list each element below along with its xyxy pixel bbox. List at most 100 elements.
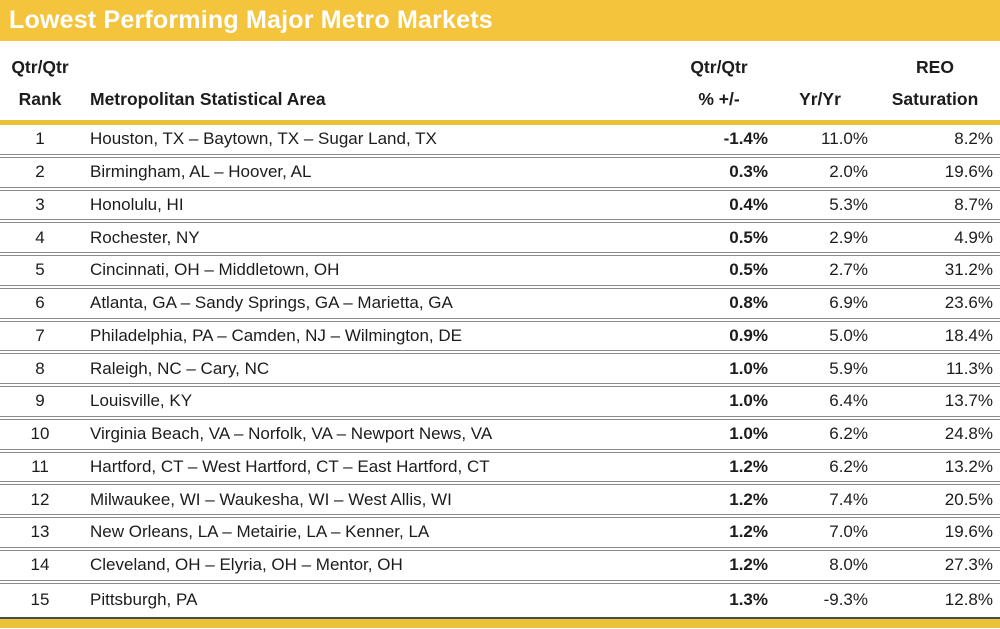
yoy-change-cell: 2.0% — [829, 162, 868, 182]
reo-saturation-cell: 27.3% — [944, 555, 993, 575]
metro-area-cell: Honolulu, HI — [90, 194, 184, 214]
table-row: 14 Cleveland, OH – Elyria, OH – Mentor, O… — [0, 551, 1000, 584]
column-header-reo-line2: Saturation — [891, 89, 979, 109]
reo-saturation-cell: 31.2% — [944, 260, 993, 280]
yoy-change-cell: 2.9% — [829, 227, 868, 247]
yoy-change-cell: -9.3% — [823, 589, 868, 609]
table-row: 5 Cincinnati, OH – Middletown, OH 0.5% 2.7%… — [0, 256, 1000, 289]
table-title: Lowest Performing Major Metro Markets — [9, 6, 493, 34]
reo-saturation-cell: 20.5% — [944, 489, 993, 509]
qtr-change-cell: 0.3% — [729, 162, 768, 182]
yoy-change-cell: 2.7% — [829, 260, 868, 280]
table-row: 12 Milwaukee, WI – Waukesha, WI – West Al… — [0, 485, 1000, 518]
qtr-change-cell: 1.2% — [729, 555, 768, 575]
reo-saturation-cell: 12.8% — [944, 589, 993, 609]
rank-cell: 12 — [30, 489, 50, 509]
qtr-change-cell: 1.2% — [729, 522, 768, 542]
rank-cell: 3 — [35, 194, 45, 214]
table-row: 8 Raleigh, NC – Cary, NC 1.0% 5.9% 11.3% — [0, 354, 1000, 387]
metro-area-cell: Raleigh, NC – Cary, NC — [90, 358, 270, 378]
column-header-yoy-label: Yr/Yr — [799, 89, 841, 109]
qtr-change-cell: 1.0% — [729, 358, 768, 378]
table-row: 13 New Orleans, LA – Metairie, LA – Kenne… — [0, 518, 1000, 551]
metro-area-cell: Cleveland, OH – Elyria, OH – Mentor, OH — [90, 555, 403, 575]
column-header-rank-line2: Rank — [18, 89, 62, 109]
reo-saturation-cell: 23.6% — [944, 293, 993, 313]
metro-area-cell: Atlanta, GA – Sandy Springs, GA – Mariet… — [90, 293, 453, 313]
rank-cell: 8 — [35, 358, 45, 378]
column-header-rank: Qtr/Qtr Rank — [0, 51, 80, 115]
reo-saturation-cell: 4.9% — [954, 227, 993, 247]
table-body: 1 Houston, TX – Baytown, TX – Sugar Land,… — [0, 125, 1000, 616]
column-header-yoy: Yr/Yr — [770, 83, 870, 115]
qtr-change-cell: 0.8% — [729, 293, 768, 313]
metro-area-cell: Pittsburgh, PA — [90, 589, 198, 609]
table-row: 4 Rochester, NY 0.5% 2.9% 4.9% — [0, 223, 1000, 256]
qtr-change-cell: 0.5% — [729, 260, 768, 280]
reo-saturation-cell: 19.6% — [944, 162, 993, 182]
metro-area-cell: Hartford, CT – West Hartford, CT – East … — [90, 456, 490, 476]
qtr-change-cell: 0.9% — [729, 325, 768, 345]
yoy-change-cell: 5.3% — [829, 194, 868, 214]
qtr-change-cell: 1.0% — [729, 424, 768, 444]
qtr-change-cell: 1.3% — [729, 589, 768, 609]
qtr-change-cell: 1.2% — [729, 489, 768, 509]
reo-saturation-cell: 8.7% — [954, 194, 993, 214]
rank-cell: 9 — [35, 391, 45, 411]
yoy-change-cell: 8.0% — [829, 555, 868, 575]
reo-saturation-cell: 13.2% — [944, 456, 993, 476]
metro-area-cell: New Orleans, LA – Metairie, LA – Kenner,… — [90, 522, 430, 542]
metro-area-cell: Birmingham, AL – Hoover, AL — [90, 162, 312, 182]
yoy-change-cell: 5.9% — [829, 358, 868, 378]
rank-cell: 15 — [30, 589, 50, 609]
table-header-row: Qtr/Qtr Rank Metropolitan Statistical Ar… — [0, 41, 1000, 125]
rank-cell: 7 — [35, 325, 45, 345]
qtr-change-cell: 1.2% — [729, 456, 768, 476]
qtr-change-cell: 0.5% — [729, 227, 768, 247]
reo-saturation-cell: 11.3% — [946, 358, 993, 378]
qtr-change-cell: 1.0% — [729, 391, 768, 411]
rank-cell: 4 — [35, 227, 45, 247]
yoy-change-cell: 6.2% — [829, 424, 868, 444]
reo-saturation-cell: 18.4% — [944, 325, 993, 345]
rank-cell: 5 — [35, 260, 45, 280]
table-row: 15 Pittsburgh, PA 1.3% -9.3% 12.8% — [0, 584, 1000, 617]
rank-cell: 6 — [35, 293, 45, 313]
yoy-change-cell: 6.2% — [829, 456, 868, 476]
qtr-change-cell: -1.4% — [723, 129, 768, 149]
column-header-metro-label: Metropolitan Statistical Area — [90, 89, 326, 109]
table-row: 2 Birmingham, AL – Hoover, AL 0.3% 2.0% 19.6… — [0, 158, 1000, 191]
rank-cell: 10 — [30, 424, 50, 444]
table-row: 6 Atlanta, GA – Sandy Springs, GA – Marie… — [0, 289, 1000, 322]
metro-area-cell: Louisville, KY — [90, 391, 193, 411]
rank-cell: 13 — [30, 522, 50, 542]
rank-cell: 1 — [35, 129, 45, 149]
table-row: 11 Hartford, CT – West Hartford, CT – Eas… — [0, 453, 1000, 486]
rank-cell: 14 — [30, 555, 50, 575]
table-row: 3 Honolulu, HI 0.4% 5.3% 8.7% — [0, 191, 1000, 224]
column-header-reo-line1: REO — [916, 57, 954, 77]
reo-saturation-cell: 8.2% — [954, 129, 993, 149]
yoy-change-cell: 7.4% — [829, 489, 868, 509]
metro-area-cell: Rochester, NY — [90, 227, 200, 247]
metro-area-cell: Milwaukee, WI – Waukesha, WI – West Alli… — [90, 489, 452, 509]
table-bottom-rule — [0, 617, 1000, 628]
table-row: 9 Louisville, KY 1.0% 6.4% 13.7% — [0, 387, 1000, 420]
yoy-change-cell: 6.9% — [829, 293, 868, 313]
reo-saturation-cell: 24.8% — [944, 424, 993, 444]
yoy-change-cell: 7.0% — [829, 522, 868, 542]
column-header-qtr-line1: Qtr/Qtr — [690, 57, 748, 77]
yoy-change-cell: 5.0% — [829, 325, 868, 345]
metro-area-cell: Houston, TX – Baytown, TX – Sugar Land, … — [90, 129, 437, 149]
table-row: 7 Philadelphia, PA – Camden, NJ – Wilming… — [0, 322, 1000, 355]
yoy-change-cell: 11.0% — [821, 129, 868, 149]
rank-cell: 2 — [35, 162, 45, 182]
metro-area-cell: Cincinnati, OH – Middletown, OH — [90, 260, 340, 280]
reo-saturation-cell: 19.6% — [944, 522, 993, 542]
reo-saturation-cell: 13.7% — [944, 391, 993, 411]
column-header-qtr-line2: % +/- — [698, 89, 740, 109]
column-header-rank-line1: Qtr/Qtr — [11, 57, 69, 77]
table-row: 10 Virginia Beach, VA – Norfolk, VA – New… — [0, 420, 1000, 453]
metro-area-cell: Virginia Beach, VA – Norfolk, VA – Newpo… — [90, 424, 493, 444]
